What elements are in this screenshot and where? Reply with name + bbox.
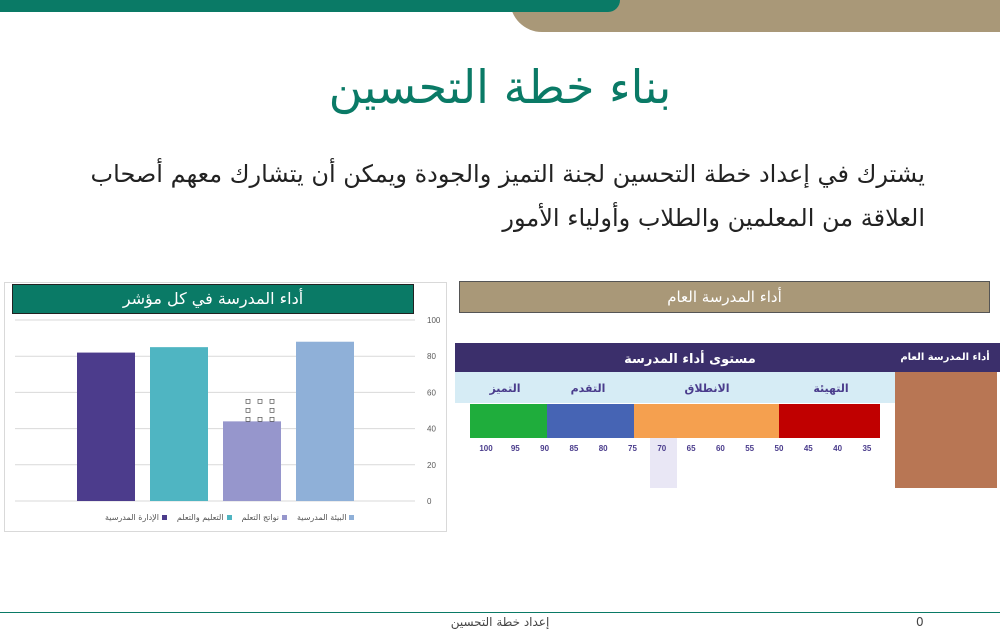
footer-title: إعداد خطة التحسين: [450, 615, 550, 629]
legend-label: التعليم والتعلم: [176, 513, 224, 522]
footer-divider: [0, 612, 1000, 613]
scale-value: 100: [479, 444, 493, 453]
top-decoration-green: [0, 0, 620, 12]
y-tick-label: 40: [427, 425, 436, 434]
scale-value: 40: [833, 444, 842, 453]
level-color-bar: [779, 404, 880, 438]
current-score-marker: [650, 438, 677, 488]
page-number: 0: [916, 615, 924, 629]
selection-handle: [269, 408, 275, 413]
bar: [296, 341, 354, 501]
overall-performance-header: أداء المدرسة العام: [459, 281, 990, 313]
level-label: الانطلاق: [685, 382, 730, 395]
legend-label: نواتج التعلم: [241, 513, 279, 522]
performance-scale: مستوى أداء المدرسة أداء المدرسة العام التم…: [455, 343, 1000, 488]
scale-value: 45: [804, 444, 813, 453]
scale-title: مستوى أداء المدرسة: [624, 350, 756, 367]
bar: [77, 352, 135, 501]
level-label: التقدم: [571, 382, 606, 395]
legend-swatch: [349, 515, 355, 520]
legend-item: الإدارة المدرسية: [105, 513, 167, 522]
legend-label: البيئة المدرسية: [296, 513, 347, 522]
scale-title-bar: [455, 343, 1000, 372]
legend-item: البيئة المدرسية: [297, 513, 355, 522]
scale-value: 95: [511, 444, 520, 453]
level-color-bar: [470, 404, 547, 438]
body-line-1: يشترك في إعداد خطة التحسين لجنة التميز و…: [90, 160, 925, 188]
selection-handle: [245, 417, 251, 422]
scale-value: 70: [657, 444, 666, 453]
selection-handle: [269, 399, 275, 404]
bar: [150, 347, 208, 501]
level-row: [455, 372, 895, 403]
scale-value: 90: [540, 444, 549, 453]
level-color-bar: [634, 404, 779, 438]
legend-item: نواتج التعلم: [242, 513, 287, 522]
y-tick-label: 100: [427, 316, 441, 325]
indicator-bar-chart: 0 20 40 60 80 100: [15, 316, 441, 506]
legend-swatch: [281, 515, 287, 520]
slide-title: بناء خطة التحسين: [328, 60, 672, 114]
slide-body: يشترك في إعداد خطة التحسين لجنة التميز و…: [65, 152, 925, 240]
scale-value: 65: [687, 444, 696, 453]
indicator-chart-header: أداء المدرسة في كل مؤشر: [12, 284, 414, 314]
legend-swatch: [226, 515, 232, 520]
scale-value: 35: [862, 444, 871, 453]
y-tick-label: 20: [427, 461, 436, 470]
legend-swatch: [161, 515, 167, 520]
scale-value: 80: [599, 444, 608, 453]
chart-legend: البيئة المدرسية نواتج التعلم التعليم والتع…: [105, 513, 355, 522]
scale-value: 75: [628, 444, 637, 453]
legend-label: الإدارة المدرسية: [105, 513, 159, 522]
scale-value: 60: [716, 444, 725, 453]
selection-handle: [257, 417, 263, 422]
level-color-bar: [547, 404, 634, 438]
y-tick-label: 80: [427, 352, 436, 361]
scale-value: 50: [775, 444, 784, 453]
scale-value: 85: [569, 444, 578, 453]
selection-handle: [245, 408, 251, 413]
level-label: التهيئة: [813, 382, 848, 395]
body-line-2: العلاقة من المعلمين والطلاب وأولياء الأم…: [502, 204, 925, 232]
level-label: التميز: [488, 382, 520, 395]
y-tick-label: 0: [427, 497, 432, 506]
bar: [223, 421, 281, 501]
legend-item: التعليم والتعلم: [177, 513, 232, 522]
side-header: أداء المدرسة العام: [900, 350, 989, 363]
selection-handle: [257, 399, 263, 404]
selection-handle: [269, 417, 275, 422]
selection-handle: [245, 399, 251, 404]
scale-value: 55: [745, 444, 754, 453]
y-tick-label: 60: [427, 388, 436, 397]
overall-score-cell: [895, 372, 997, 488]
